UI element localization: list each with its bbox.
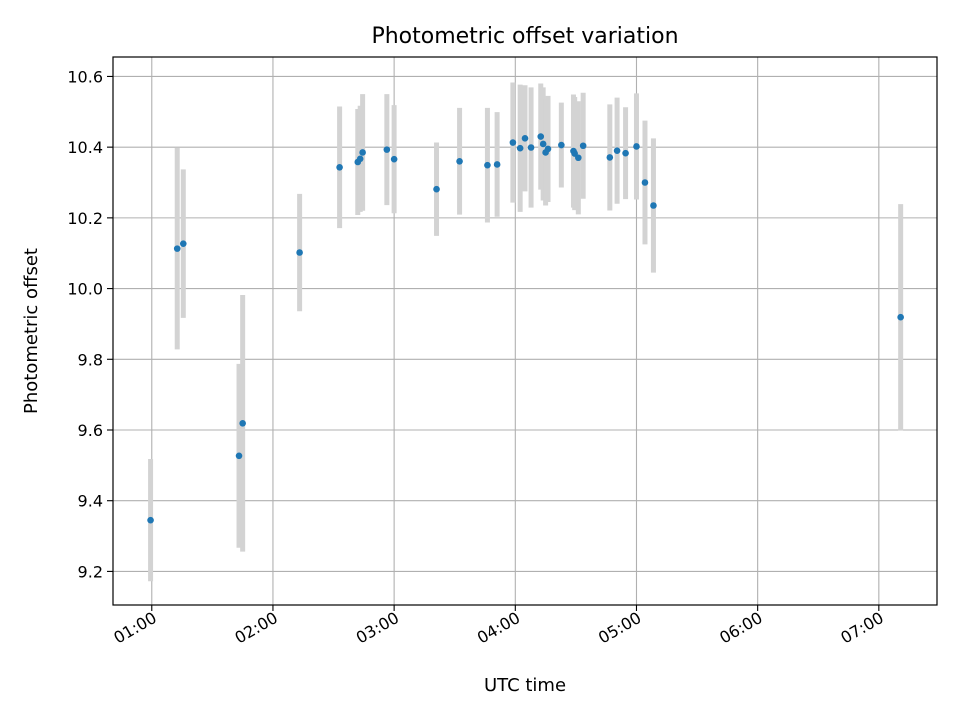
data-point bbox=[493, 161, 501, 168]
data-point bbox=[359, 149, 366, 156]
data-point bbox=[650, 202, 657, 209]
data-point bbox=[544, 145, 552, 153]
data-point bbox=[558, 141, 565, 149]
data-point bbox=[509, 139, 517, 146]
data-point bbox=[575, 154, 582, 162]
data-point bbox=[606, 154, 614, 161]
chart-title: Photometric offset variation bbox=[371, 24, 678, 49]
y-tick-label: 10.2 bbox=[67, 209, 103, 228]
data-point bbox=[173, 245, 181, 252]
data-point bbox=[484, 161, 491, 169]
data-point bbox=[622, 149, 629, 157]
data-point bbox=[336, 164, 343, 171]
data-point bbox=[537, 133, 545, 140]
data-point bbox=[521, 135, 529, 142]
y-tick-label: 10.0 bbox=[67, 280, 103, 299]
y-tick-label: 9.8 bbox=[78, 350, 103, 369]
data-point bbox=[516, 144, 524, 152]
y-tick-label: 9.2 bbox=[78, 562, 103, 581]
y-tick-label: 9.6 bbox=[78, 421, 103, 440]
x-axis-label: UTC time bbox=[484, 675, 566, 696]
data-point bbox=[296, 249, 303, 256]
data-point bbox=[613, 147, 621, 154]
y-axis-label: Photometric offset bbox=[21, 248, 42, 414]
data-point bbox=[456, 157, 463, 165]
data-point bbox=[897, 313, 904, 321]
data-point bbox=[579, 142, 587, 150]
data-point bbox=[239, 419, 246, 427]
data-points bbox=[147, 133, 904, 524]
data-point bbox=[356, 155, 364, 163]
data-point bbox=[539, 140, 547, 148]
data-point bbox=[633, 143, 640, 150]
data-point bbox=[433, 185, 440, 193]
data-point bbox=[527, 144, 535, 151]
data-point bbox=[179, 240, 187, 247]
plot-frame bbox=[112, 56, 938, 606]
data-point bbox=[147, 516, 154, 524]
data-point bbox=[235, 452, 243, 460]
data-point bbox=[383, 146, 391, 153]
data-point bbox=[390, 155, 398, 163]
y-tick-label: 10.6 bbox=[67, 67, 103, 86]
y-tick-label: 10.4 bbox=[67, 138, 103, 157]
y-tick-label: 9.4 bbox=[78, 492, 103, 511]
data-point bbox=[641, 179, 649, 186]
